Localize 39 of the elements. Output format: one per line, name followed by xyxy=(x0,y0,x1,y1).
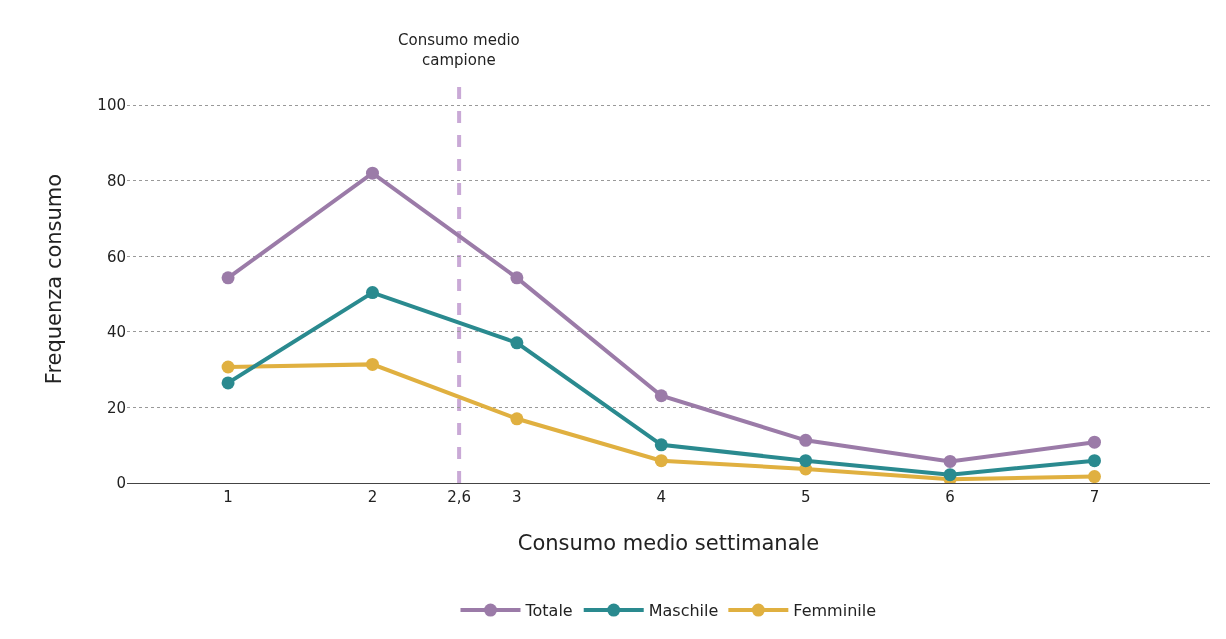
y-tick-label: 20 xyxy=(106,398,126,417)
x-tick-label: 5 xyxy=(800,488,811,506)
point xyxy=(510,412,524,426)
y-tick-label: 0 xyxy=(116,474,126,493)
point xyxy=(365,286,379,300)
point xyxy=(221,271,235,285)
point xyxy=(221,376,235,390)
x-tick-label: 1 xyxy=(223,488,233,506)
point xyxy=(799,454,813,468)
point xyxy=(654,389,668,403)
point xyxy=(943,468,957,482)
x-tick-label: 3 xyxy=(512,488,522,506)
point xyxy=(510,336,524,350)
point xyxy=(943,454,957,468)
x-tick-label: 4 xyxy=(656,488,667,506)
y-tick-label: 80 xyxy=(106,172,126,191)
x-tick-label: 6 xyxy=(945,488,955,506)
y-tick-label: 40 xyxy=(106,323,126,342)
x-axis-title: Consumo medio settimanale xyxy=(517,531,820,556)
point xyxy=(365,166,379,180)
point xyxy=(799,433,813,447)
x-tick-label: 7 xyxy=(1089,488,1100,506)
y-tick-label: 100 xyxy=(97,96,126,115)
point xyxy=(654,438,668,452)
y-axis-title: Frequenza consumo xyxy=(41,173,66,385)
point xyxy=(1087,470,1101,483)
x-tick-label: 2 xyxy=(367,488,378,506)
point xyxy=(221,360,235,374)
y-tick-label: 60 xyxy=(106,247,126,266)
legend-label: Totale xyxy=(524,601,573,621)
point xyxy=(1087,435,1101,449)
legend-label: Femminile xyxy=(793,601,877,621)
point xyxy=(365,357,379,371)
point xyxy=(1087,454,1101,468)
point xyxy=(654,454,668,468)
point xyxy=(510,271,524,285)
ref-line-label: Consumo medio campione xyxy=(398,31,520,69)
legend-label: Maschile xyxy=(648,601,719,621)
x-tick-label: 2,6 xyxy=(447,488,472,506)
